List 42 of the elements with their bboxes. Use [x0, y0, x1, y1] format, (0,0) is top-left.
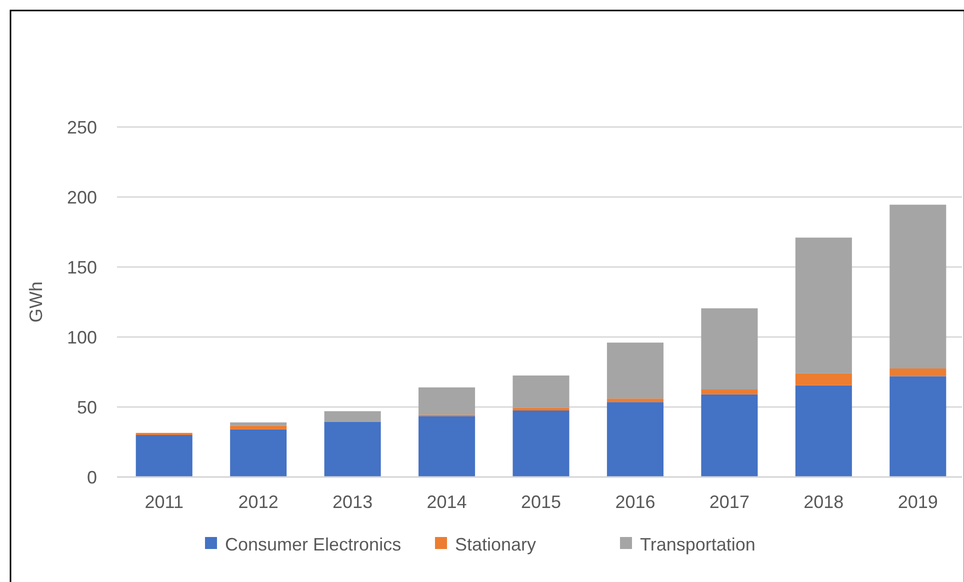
bar [324, 411, 381, 422]
legend-label: Stationary [455, 534, 536, 554]
x-tick-label: 2015 [520, 492, 562, 512]
y-tick-label: 200 [66, 187, 97, 208]
bar [230, 429, 287, 477]
x-tick-label: 2019 [898, 492, 938, 512]
bar [606, 398, 664, 402]
y-tick-label: 50 [76, 397, 97, 418]
bar [890, 204, 946, 368]
x-tick-label: 2013 [332, 492, 373, 512]
bar [136, 435, 192, 477]
y-axis-title: GWh [26, 281, 46, 323]
bar [701, 308, 758, 390]
x-tick-label: 2014 [426, 492, 467, 512]
x-tick-label: 2018 [804, 492, 844, 512]
bar [701, 390, 758, 394]
bar [512, 410, 570, 477]
x-tick-label: 2016 [615, 492, 656, 512]
bar [324, 422, 381, 477]
bar [512, 408, 570, 410]
y-tick-label: 150 [66, 257, 97, 278]
y-tick-label: 100 [66, 327, 97, 348]
bar [795, 385, 852, 477]
bar [795, 238, 852, 374]
bar [701, 394, 758, 477]
x-tick-label: 2012 [238, 492, 278, 512]
bar [606, 342, 664, 399]
bar [418, 416, 476, 477]
bar [512, 376, 570, 408]
bar [230, 422, 287, 426]
x-tick-label: 2017 [709, 492, 750, 512]
y-tick-label: 250 [66, 117, 97, 138]
bar [418, 387, 476, 415]
y-tick-label: 0 [86, 467, 97, 488]
bar [230, 426, 287, 430]
x-tick-label: 2011 [144, 492, 184, 512]
legend-label: Consumer Electronics [225, 534, 402, 554]
bar [890, 368, 946, 376]
legend-label: Transportation [640, 534, 756, 554]
bar [890, 376, 946, 477]
bar [795, 373, 852, 386]
bar [606, 402, 664, 477]
